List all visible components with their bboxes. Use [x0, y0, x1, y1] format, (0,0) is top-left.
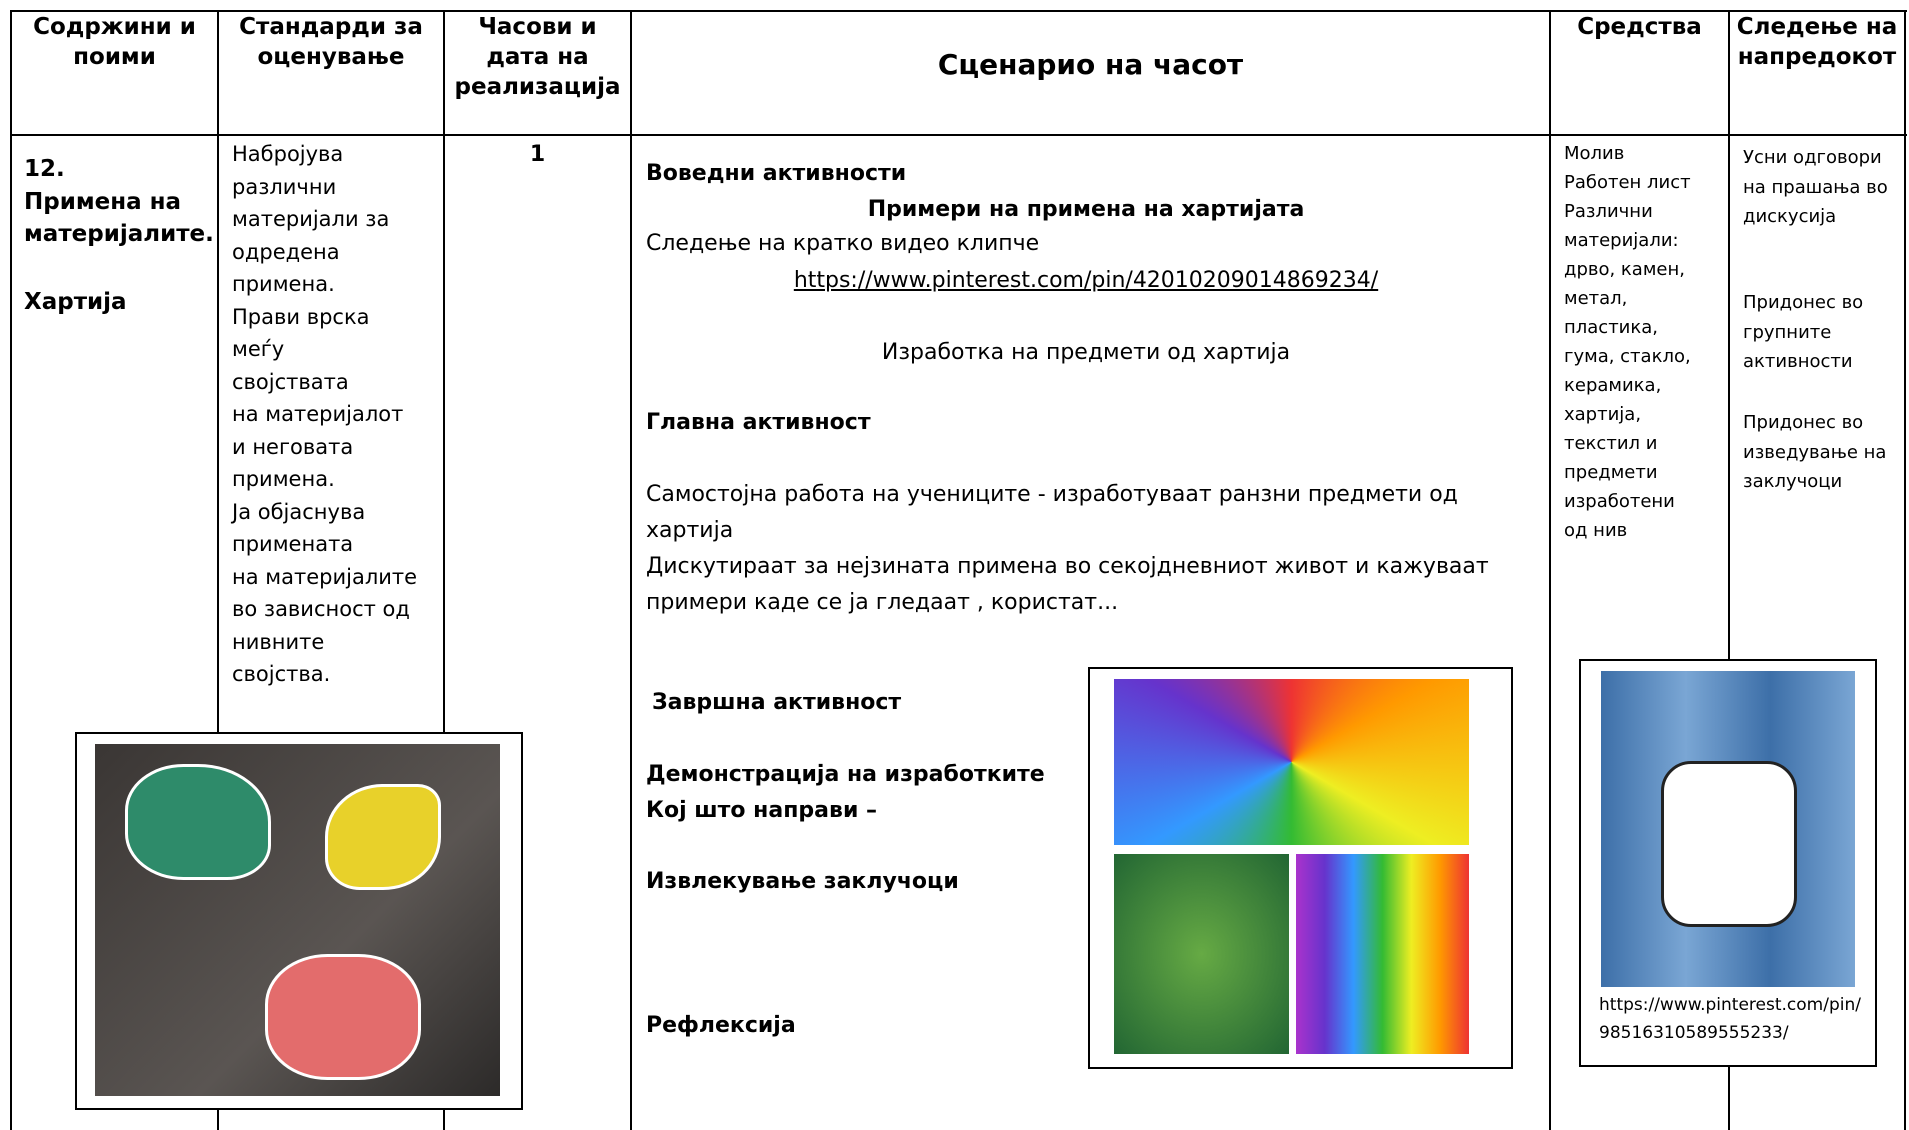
scenario-text: Рефлексија — [646, 1013, 796, 1038]
tracking-text: Придонес во изведување на заклучоци — [1743, 412, 1887, 492]
standard-line: примена. — [232, 467, 335, 491]
border — [443, 10, 445, 1130]
scenario-text: Извлекување заклучоци — [646, 869, 959, 894]
resource-line: Различни — [1564, 201, 1653, 222]
scenario-text: Главна активност — [646, 410, 871, 435]
photo — [1601, 671, 1855, 987]
scenario-text: Кој што направи – — [646, 798, 878, 823]
photo — [1114, 854, 1289, 1054]
standard-line: Набројува — [232, 142, 344, 166]
scenario-text: Следење на кратко видео клипче — [646, 231, 1040, 256]
border — [1904, 10, 1906, 1130]
craft — [325, 784, 441, 890]
resource-line: Работен лист — [1564, 172, 1691, 193]
resource-line: керамика, — [1564, 375, 1662, 396]
header-cell: Сценарио на часот — [937, 48, 1244, 81]
standard-line: Ја објаснува — [232, 499, 366, 524]
scenario-text: Демонстрација на изработките — [646, 762, 1045, 787]
scenario-text: Самостојна работа на учениците - изработ… — [646, 482, 1458, 543]
standard-line: различни — [232, 174, 337, 199]
header-cell: Следење на напредокот — [1736, 14, 1898, 70]
border — [10, 10, 12, 1130]
header-cell: Содржини и поими — [33, 14, 196, 70]
photo-frame: https://www.pinterest.com/pin/9851631058… — [1579, 659, 1877, 1067]
standard-line: на материјалот — [232, 402, 404, 426]
scenario-text: Завршна активност — [652, 690, 902, 715]
header-cell: Стандарди за оценување — [239, 14, 423, 70]
resource-line: гума, стакло, — [1564, 346, 1691, 367]
scenario-text: Дискутираат за нејзината примена во секо… — [646, 554, 1489, 615]
standard-line: својствата — [232, 369, 349, 394]
hours: 1 — [529, 142, 546, 167]
border — [217, 10, 219, 1130]
standard-line: во зависност од — [232, 597, 410, 621]
resource-line: изработени — [1564, 491, 1675, 512]
resource-line: текстил и — [1564, 433, 1658, 454]
standard-line: и неговата — [232, 434, 354, 459]
photo — [1296, 854, 1469, 1054]
tracking-text: Усни одговори на прашања во дискусија — [1743, 147, 1888, 227]
scenario-text: Примери на примена на хартијата — [867, 197, 1305, 222]
image-caption: https://www.pinterest.com/pin/9851631058… — [1599, 995, 1861, 1043]
border — [1549, 10, 1551, 1130]
header-cell: Средства — [1577, 14, 1702, 40]
resource-line: хартија, — [1564, 404, 1642, 425]
content-text: Примена на материјалите. — [24, 189, 214, 247]
border — [1728, 10, 1730, 1130]
standard-line: примената — [232, 532, 354, 556]
standard-line: Прави врска — [232, 304, 370, 329]
photo-frame — [1088, 667, 1513, 1069]
content-text: Хартија — [24, 289, 127, 315]
scenario-text: https://www.pinterest.com/pin/4201020901… — [793, 268, 1379, 293]
craft — [1661, 761, 1797, 927]
resource-line: дрво, камен, — [1564, 259, 1685, 280]
border — [10, 134, 1907, 136]
scenario-text: Изработка на предмети од хартија — [881, 340, 1291, 365]
content-text: 12. — [24, 156, 65, 182]
scenario-text: Воведни активности — [646, 161, 907, 186]
resource-line: пластика, — [1564, 317, 1659, 338]
photo — [95, 744, 500, 1096]
craft — [125, 764, 271, 880]
standard-line: нивните — [232, 629, 325, 654]
resource-line: Молив — [1564, 143, 1625, 164]
border — [630, 10, 632, 1130]
tracking-text: Придонес во групните активности — [1743, 292, 1864, 372]
header-cell: Часови и дата на реализација — [454, 14, 621, 100]
resource-line: предмети — [1564, 462, 1658, 483]
craft — [265, 954, 421, 1080]
border — [10, 10, 1907, 12]
standard-line: примена. — [232, 272, 335, 296]
resource-line: материјали: — [1564, 230, 1679, 251]
resource-line: од нив — [1564, 520, 1628, 541]
photo — [1114, 679, 1469, 845]
resource-line: метал, — [1564, 288, 1628, 309]
standard-line: на материјалите — [232, 564, 418, 589]
standard-line: одредена — [232, 239, 340, 264]
standard-line: материјали за — [232, 207, 390, 231]
standard-line: меѓу — [232, 337, 285, 361]
photo-frame — [75, 732, 523, 1110]
standard-line: својства. — [232, 662, 331, 686]
